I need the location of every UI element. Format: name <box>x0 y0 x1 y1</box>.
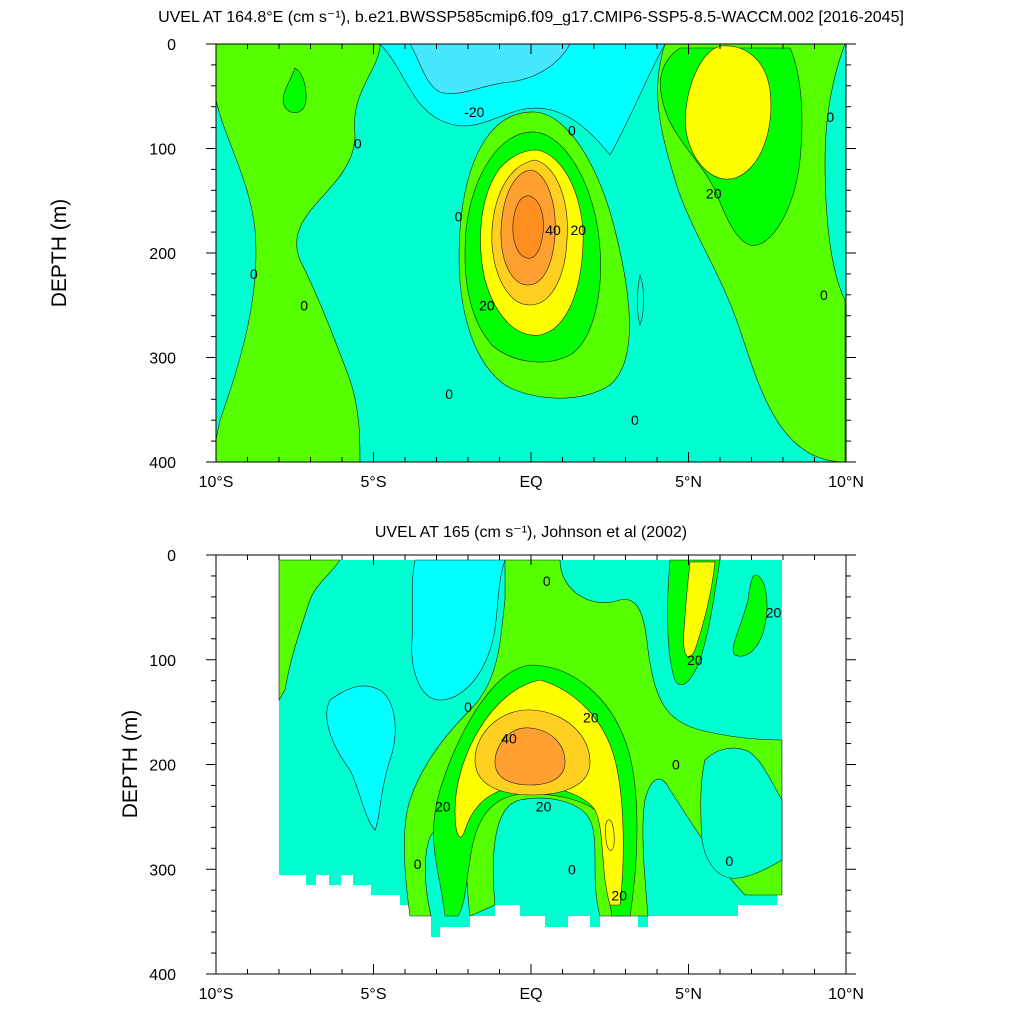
top-band-small-green <box>282 67 307 113</box>
contour-label: 0 <box>464 699 472 715</box>
panel-observed-contour-fill <box>278 559 783 937</box>
contour-label: 0 <box>300 297 308 313</box>
contour-label: 20 <box>706 185 722 201</box>
contour-label: 0 <box>568 861 576 877</box>
x-tick-label: EQ <box>519 986 542 1003</box>
contour-label: 20 <box>766 605 782 621</box>
y-tick-label: 200 <box>149 758 176 775</box>
contour-label: 0 <box>445 386 453 402</box>
panel-observed-contour-labels: 0 20 20 0 20 40 0 20 20 0 0 0 20 <box>414 573 782 903</box>
panel-model: UVEL AT 164.8°E (cm s⁻¹), b.e21.BWSSP585… <box>48 9 904 491</box>
bot-band-left-cyan <box>326 685 396 831</box>
y-tick-label: 0 <box>167 548 176 565</box>
y-tick-label: 400 <box>149 455 176 472</box>
y-tick-label: 300 <box>149 351 176 368</box>
panel-observed-title: UVEL AT 165 (cm s⁻¹), Johnson et al (200… <box>375 524 687 541</box>
contour-label: 0 <box>820 287 828 303</box>
x-tick-label: 5°N <box>675 474 702 491</box>
contour-label: 0 <box>826 109 834 125</box>
contour-label: 20 <box>479 297 495 313</box>
panel-model-contour-fill <box>216 44 846 462</box>
contour-label: 20 <box>687 652 703 668</box>
panel-model-ylabel: DEPTH (m) <box>48 199 71 308</box>
x-tick-label: 10°N <box>828 986 864 1003</box>
bot-band-euc-core <box>494 727 566 786</box>
bot-band-upper-cyan <box>411 559 506 701</box>
contour-label: 20 <box>611 887 627 903</box>
contour-label: 0 <box>414 856 422 872</box>
contour-label: 40 <box>545 222 561 238</box>
contour-label: 20 <box>570 222 586 238</box>
bot-band-right-cyan <box>700 747 783 879</box>
x-tick-label: 10°N <box>828 474 864 491</box>
contour-label: 20 <box>536 798 552 814</box>
panel-observed: UVEL AT 165 (cm s⁻¹), Johnson et al (200… <box>119 524 864 1003</box>
panel-model-contour-labels: -20 0 0 0 0 0 0 0 0 0 20 40 20 20 <box>250 104 834 428</box>
top-band-surface-westward <box>409 44 571 94</box>
contour-label: 40 <box>501 730 517 746</box>
top-band-cyan-sliver <box>637 273 645 327</box>
bot-band-left-green <box>278 559 341 702</box>
top-band-euc-core <box>512 195 544 259</box>
panel-model-title: UVEL AT 164.8°E (cm s⁻¹), b.e21.BWSSP585… <box>158 9 904 26</box>
contour-label: -20 <box>464 104 484 120</box>
contour-label: 0 <box>250 266 258 282</box>
top-band-right-yellow <box>685 45 772 180</box>
panel-observed-ylabel: DEPTH (m) <box>119 710 142 819</box>
bot-band-small-yellow <box>605 819 615 851</box>
contour-label: 0 <box>543 573 551 589</box>
contour-label: 20 <box>435 798 451 814</box>
contour-label: 0 <box>672 757 680 773</box>
y-tick-label: 400 <box>149 967 176 984</box>
x-tick-label: 5°S <box>361 986 387 1003</box>
contour-label: 0 <box>455 208 463 224</box>
y-tick-label: 100 <box>149 653 176 670</box>
contour-label: 0 <box>726 853 734 869</box>
top-band-left-green <box>216 44 381 462</box>
x-tick-label: 5°N <box>675 986 702 1003</box>
contour-label: 20 <box>583 709 599 725</box>
contour-label: 0 <box>631 412 639 428</box>
x-tick-label: 5°S <box>361 474 387 491</box>
x-tick-label: 10°S <box>199 986 234 1003</box>
y-tick-label: 0 <box>167 37 176 54</box>
top-band-left-cyan <box>216 99 257 441</box>
bot-band-right-yellow <box>683 561 716 658</box>
contour-label: 0 <box>354 135 362 151</box>
y-tick-label: 200 <box>149 246 176 263</box>
bot-band-far-right-green <box>732 574 768 657</box>
x-tick-label: 10°S <box>199 474 234 491</box>
x-tick-label: EQ <box>519 474 542 491</box>
y-tick-label: 300 <box>149 862 176 879</box>
contour-label: 0 <box>568 123 576 139</box>
y-tick-label: 100 <box>149 142 176 159</box>
